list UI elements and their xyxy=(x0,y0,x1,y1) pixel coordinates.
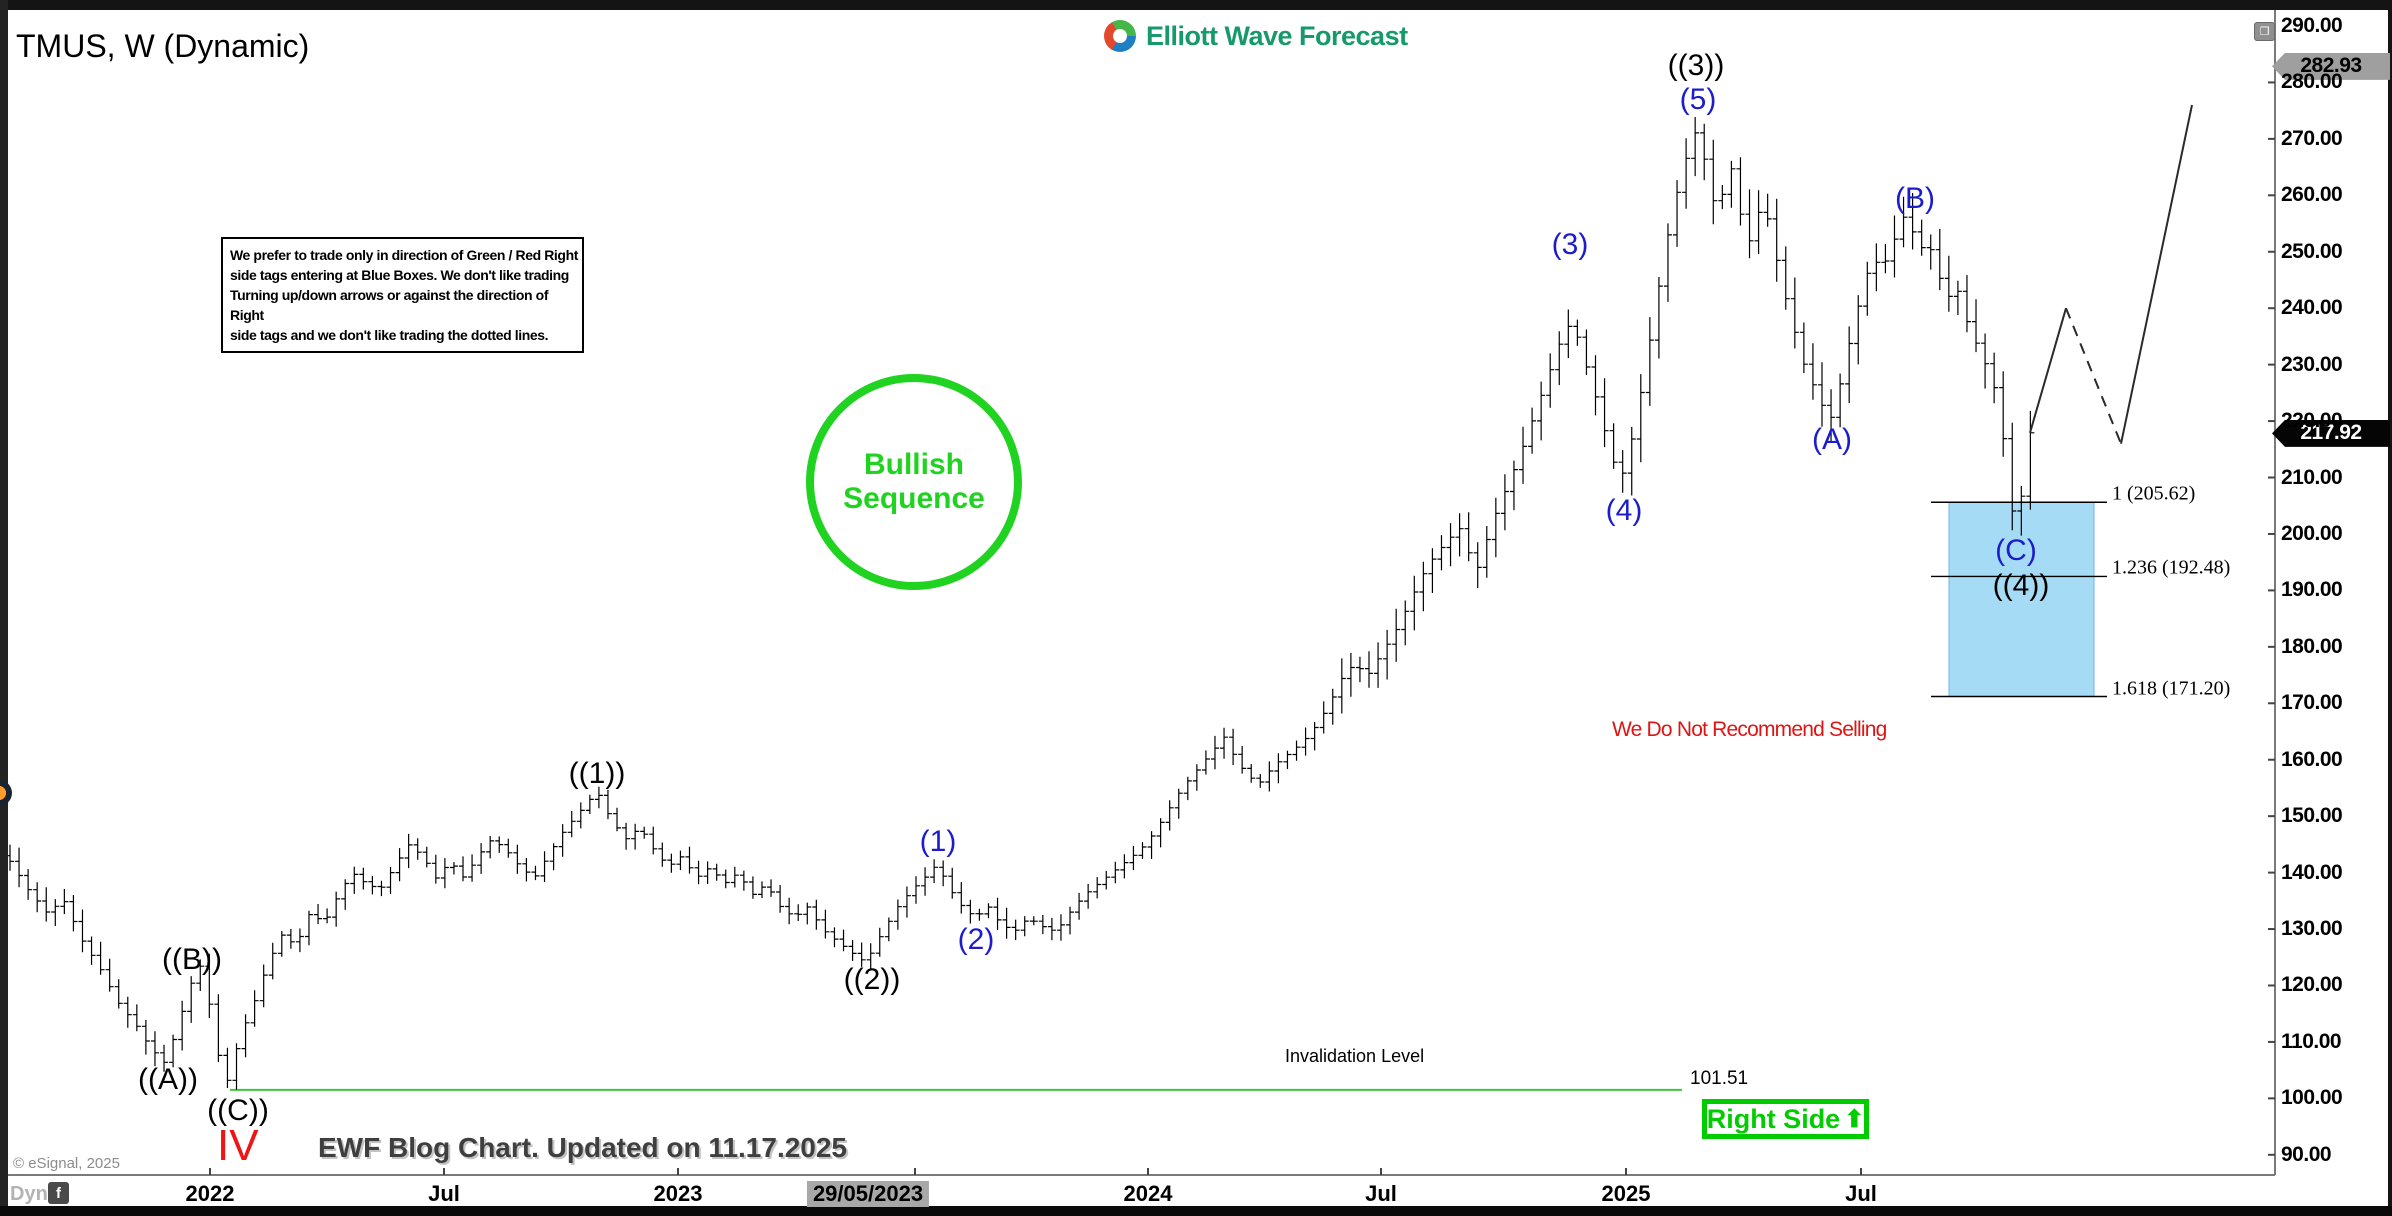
y-axis-label: 130.00 xyxy=(2281,917,2343,941)
wave-iv-label: IV xyxy=(217,1121,259,1170)
wave-label: ((C)) xyxy=(207,1094,269,1127)
wave-label: (B) xyxy=(1895,182,1935,215)
right-side-tag: Right Side ⬆ xyxy=(1702,1099,1869,1139)
window-border-bottom xyxy=(0,1206,2392,1216)
wave-label: (1) xyxy=(919,825,957,858)
disclaimer-line: side tags entering at Blue Boxes. We don… xyxy=(230,267,569,283)
y-axis-label: 190.00 xyxy=(2281,578,2343,602)
y-axis-label: 90.00 xyxy=(2281,1142,2332,1166)
wave-label: ((3)) xyxy=(1667,49,1725,82)
wave-label: ((1)) xyxy=(568,757,626,790)
x-axis-label: 29/05/2023 xyxy=(806,1181,930,1207)
y-axis-label: 120.00 xyxy=(2281,973,2343,997)
projection-solid xyxy=(2029,307,2067,434)
no-sell-note: We Do Not Recommend Selling xyxy=(1612,718,1887,741)
fib-level-label: 1 (205.62) xyxy=(2112,482,2196,505)
disclaimer-line: side tags and we don't like trading the … xyxy=(230,327,549,343)
window-border-left xyxy=(0,0,8,1216)
wave-label: (2) xyxy=(957,923,995,956)
wave-label: (5) xyxy=(1679,83,1717,116)
disclaimer-line: We prefer to trade only in direction of … xyxy=(230,247,578,263)
projection-solid xyxy=(2120,104,2193,444)
wave-label: (C) xyxy=(1995,534,2037,567)
elliott-wave-forecast-icon xyxy=(1104,20,1136,52)
wave-label: ((B)) xyxy=(162,943,222,976)
y-axis-label: 220.00 xyxy=(2281,409,2343,433)
bullish-sequence-line1: Bullish xyxy=(863,448,964,481)
wave-label: ((2)) xyxy=(843,963,901,996)
x-axis-label: 2024 xyxy=(1123,1181,1173,1206)
x-axis-label: 2025 xyxy=(1601,1181,1651,1206)
blog-update-note: EWF Blog Chart. Updated on 11.17.2025 xyxy=(318,1132,848,1163)
y-axis-label: 250.00 xyxy=(2281,239,2343,263)
y-axis-label: 140.00 xyxy=(2281,860,2343,884)
bullish-sequence-line2: Sequence xyxy=(843,482,985,515)
x-axis-label: 2023 xyxy=(653,1181,703,1206)
window-border-top xyxy=(0,0,2392,10)
window-border-right xyxy=(2388,0,2392,1216)
fib-level-label: 1.236 (192.48) xyxy=(2112,556,2231,579)
y-axis-label: 100.00 xyxy=(2281,1086,2343,1110)
x-axis-label: Jul xyxy=(1365,1181,1397,1206)
y-axis-label: 230.00 xyxy=(2281,352,2343,376)
x-axis-label: Jul xyxy=(428,1181,460,1206)
price-bars xyxy=(6,117,2035,1090)
y-axis-label: 210.00 xyxy=(2281,465,2343,489)
wave-label: (A) xyxy=(1812,423,1852,456)
wave-label: (3) xyxy=(1551,228,1589,261)
y-axis-label: 180.00 xyxy=(2281,634,2343,658)
lock-icon[interactable]: f xyxy=(48,1182,69,1204)
y-axis-label: 240.00 xyxy=(2281,296,2343,320)
bullish-sequence-badge: Bullish Sequence xyxy=(806,374,1022,590)
wave-label: ((A)) xyxy=(138,1063,198,1096)
x-axis-label: Jul xyxy=(1845,1181,1877,1206)
x-axis-label: 2022 xyxy=(185,1181,235,1206)
y-axis-label: 170.00 xyxy=(2281,691,2343,715)
y-axis-label: 290.00 xyxy=(2281,14,2343,37)
y-axis-label: 270.00 xyxy=(2281,126,2343,150)
y-axis-label: 260.00 xyxy=(2281,183,2343,207)
marked-price-tag: 282.93 xyxy=(2272,52,2390,80)
projection-dashed xyxy=(2065,307,2122,445)
y-axis-label: 160.00 xyxy=(2281,747,2343,771)
fib-level-label: 1.618 (171.20) xyxy=(2112,677,2231,699)
last-price-tag: 217.92 xyxy=(2272,419,2390,447)
brand-logo-text: Elliott Wave Forecast xyxy=(1146,20,1408,51)
symbol-title: TMUS, W (Dynamic) xyxy=(16,28,310,64)
clipped-edge-logo xyxy=(0,780,12,806)
y-axis-label: 150.00 xyxy=(2281,804,2343,828)
brand-logo: Elliott Wave Forecast xyxy=(1104,20,1408,52)
restore-window-icon[interactable]: ❐ xyxy=(2254,22,2275,41)
invalidation-level-price: 101.51 xyxy=(1690,1068,1749,1089)
y-axis-label: 110.00 xyxy=(2281,1029,2342,1053)
right-side-label: Right Side xyxy=(1706,1103,1841,1134)
y-axis-label: 280.00 xyxy=(2281,70,2343,94)
wave-label: ((4)) xyxy=(1992,569,2050,602)
up-arrow-icon: ⬆ xyxy=(1844,1105,1865,1133)
disclaimer-line: Turning up/down arrows or against the di… xyxy=(230,287,549,323)
wave-label: (4) xyxy=(1605,494,1643,527)
trading-disclaimer-box: We prefer to trade only in direction of … xyxy=(221,237,584,353)
y-axis-label: 200.00 xyxy=(2281,521,2343,545)
dyn-mode-label: Dyn xyxy=(10,1183,48,1205)
invalidation-level-label: Invalidation Level xyxy=(1285,1046,1425,1066)
esignal-copyright: © eSignal, 2025 xyxy=(13,1155,120,1172)
